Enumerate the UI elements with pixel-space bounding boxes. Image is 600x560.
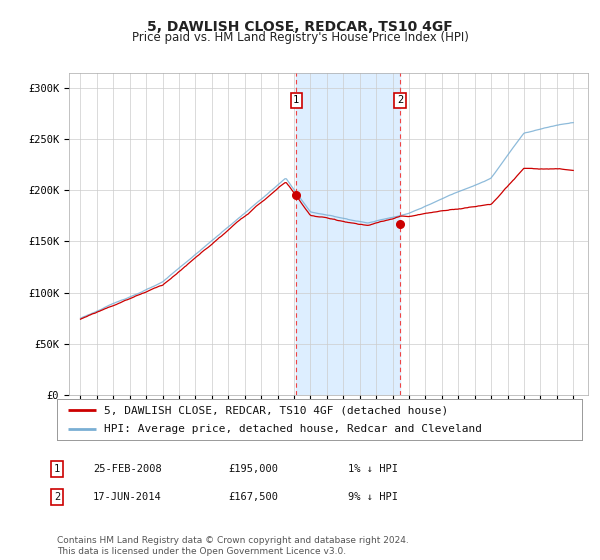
Text: Contains HM Land Registry data © Crown copyright and database right 2024.
This d: Contains HM Land Registry data © Crown c… [57, 536, 409, 556]
Text: 1: 1 [293, 95, 299, 105]
Text: 5, DAWLISH CLOSE, REDCAR, TS10 4GF (detached house): 5, DAWLISH CLOSE, REDCAR, TS10 4GF (deta… [104, 405, 449, 415]
Text: £195,000: £195,000 [228, 464, 278, 474]
Text: 5, DAWLISH CLOSE, REDCAR, TS10 4GF: 5, DAWLISH CLOSE, REDCAR, TS10 4GF [147, 20, 453, 34]
Text: £167,500: £167,500 [228, 492, 278, 502]
Text: 9% ↓ HPI: 9% ↓ HPI [348, 492, 398, 502]
Text: 1: 1 [54, 464, 60, 474]
Text: 25-FEB-2008: 25-FEB-2008 [93, 464, 162, 474]
Text: 2: 2 [54, 492, 60, 502]
Text: 2: 2 [397, 95, 403, 105]
Text: 1% ↓ HPI: 1% ↓ HPI [348, 464, 398, 474]
Text: Price paid vs. HM Land Registry's House Price Index (HPI): Price paid vs. HM Land Registry's House … [131, 31, 469, 44]
Text: HPI: Average price, detached house, Redcar and Cleveland: HPI: Average price, detached house, Redc… [104, 424, 482, 433]
Bar [296, 73, 400, 395]
Text: 17-JUN-2014: 17-JUN-2014 [93, 492, 162, 502]
